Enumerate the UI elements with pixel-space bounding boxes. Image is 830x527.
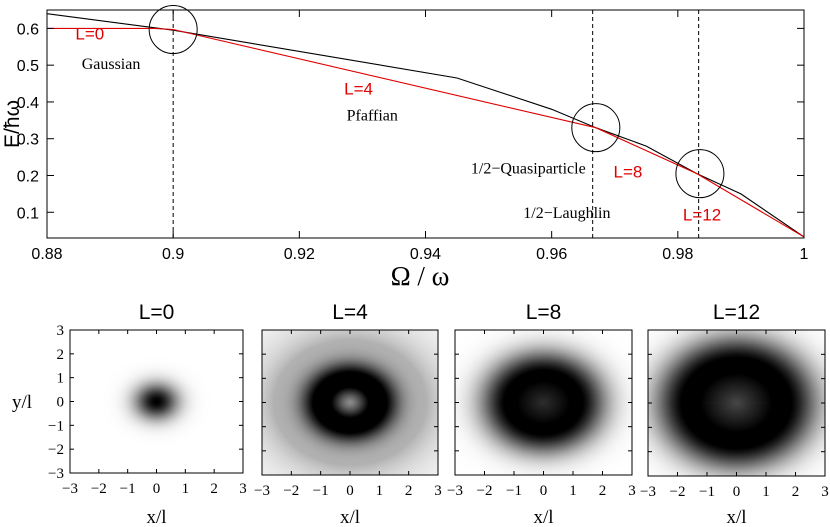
- panel-title: L=0: [139, 301, 175, 324]
- x-tick-label: −2: [670, 484, 686, 500]
- y-tick-label: 0.5: [17, 58, 39, 75]
- main-x-axis-label: Ω / ω: [391, 261, 450, 291]
- x-tick-label: 0: [733, 484, 741, 500]
- annotation-pfaffian: Pfaffian: [347, 107, 398, 124]
- main-y-axis-label: E/ħω: [1, 100, 24, 148]
- annotation-L4: L=4: [344, 80, 373, 99]
- x-tick-label: −1: [120, 481, 136, 497]
- density-map-L8: [455, 330, 632, 475]
- x-tick-label: 0: [153, 481, 161, 497]
- x-tick-label: 2: [599, 483, 607, 499]
- annotation-quasi: 1/2−Quasiparticle: [471, 161, 586, 178]
- annotation-L12: L=12: [683, 205, 721, 224]
- energy-chart: 0.1 0.2 0.3 0.4 0.5 0.6 0.88 0.9 0.92 0.94 0.96 0.…: [1, 4, 809, 291]
- density-panel-L12: L=12 −3 −2 −1 0 1 2 3 x/l: [640, 301, 829, 527]
- x-tick-label: 0.88: [31, 246, 62, 263]
- highlight-circle-0: [148, 4, 198, 54]
- x-tick-label: −1: [313, 483, 329, 499]
- panel-y-axis-label: y/l: [12, 392, 32, 413]
- panel-x-axis-label: x/l: [726, 507, 746, 527]
- x-tick-label: 0.9: [162, 246, 184, 263]
- x-tick-label: 1: [569, 483, 577, 499]
- x-tick-label: −1: [506, 483, 522, 499]
- y-tick-label: 2: [57, 347, 65, 363]
- series-line-0: [47, 13, 804, 238]
- x-tick-label: 2: [792, 484, 800, 500]
- annotation-laughlin: 1/2−Laughlin: [523, 205, 610, 222]
- density-panel-L4: L=4 −3 −2 −1 0 1 2 3 x/l: [254, 301, 442, 527]
- x-tick-label: 2: [405, 483, 413, 499]
- panel-title: L=8: [526, 301, 562, 324]
- x-tick-label: 0: [346, 483, 354, 499]
- x-tick-label: −3: [447, 483, 463, 499]
- x-tick-label: 3: [628, 483, 636, 499]
- x-tick-label: 3: [434, 483, 442, 499]
- annotation-gaussian: Gaussian: [82, 56, 141, 73]
- y-tick-label: 1: [57, 371, 65, 387]
- highlight-circle-1: [571, 103, 621, 153]
- y-tick-label: 3: [57, 323, 65, 339]
- x-tick-label: 1: [182, 481, 190, 497]
- x-tick-label: 1: [376, 483, 384, 499]
- x-tick-label: 2: [210, 481, 218, 497]
- x-tick-label: −3: [254, 483, 270, 499]
- x-tick-label: −2: [477, 483, 493, 499]
- x-tick-label: 1: [762, 484, 770, 500]
- y-tick-label: 0.3: [17, 132, 39, 149]
- y-tick-label: 0.6: [17, 21, 39, 38]
- x-tick-label: 1: [800, 246, 809, 263]
- x-tick-label: 0.92: [284, 246, 315, 263]
- x-tick-label: −3: [640, 484, 656, 500]
- x-tick-label: 0.96: [536, 246, 567, 263]
- y-tick-label: 0.2: [17, 168, 39, 185]
- x-tick-label: −3: [62, 481, 78, 497]
- x-tick-label: −1: [699, 484, 715, 500]
- density-map-L0: [70, 330, 243, 473]
- y-tick-label: −2: [48, 442, 64, 458]
- density-map-L4: [262, 330, 438, 475]
- x-tick-label: 0.94: [410, 246, 441, 263]
- density-panels: L=0 −3 −2 −1 0 1 2 3 3 2 1 0 −1 −2 −3 x/l L=4 −3 −2 −1 0 1 2 3 x…: [12, 301, 829, 527]
- highlight-circle-2: [675, 149, 725, 199]
- y-tick-label: −1: [48, 418, 64, 434]
- y-tick-label: 0: [57, 395, 65, 411]
- x-tick-label: 3: [239, 481, 247, 497]
- panel-x-axis-label: x/l: [533, 507, 553, 527]
- y-tick-label: 0.1: [17, 205, 39, 222]
- panel-title: L=12: [713, 301, 760, 324]
- annotation-L0: L=0: [75, 24, 104, 43]
- panel-x-axis-label: x/l: [340, 507, 360, 527]
- x-tick-label: 0.98: [662, 246, 693, 263]
- x-tick-label: −2: [283, 483, 299, 499]
- density-panel-L8: L=8 −3 −2 −1 0 1 2 3 x/l: [447, 301, 636, 527]
- main-plot-frame: [46, 9, 805, 239]
- density-map-L12: [648, 330, 825, 476]
- x-tick-label: 0: [540, 483, 548, 499]
- annotation-L8: L=8: [613, 162, 642, 181]
- density-panel-L0: L=0 −3 −2 −1 0 1 2 3 3 2 1 0 −1 −2 −3 x/l: [48, 301, 247, 527]
- panel-x-axis-label: x/l: [146, 507, 166, 527]
- y-tick-label: −3: [48, 466, 64, 482]
- panel-title: L=4: [332, 301, 368, 324]
- y-tick-label: 0.4: [17, 95, 39, 112]
- x-tick-label: 3: [821, 484, 829, 500]
- x-tick-label: −2: [91, 481, 107, 497]
- series-line-1: [47, 27, 804, 238]
